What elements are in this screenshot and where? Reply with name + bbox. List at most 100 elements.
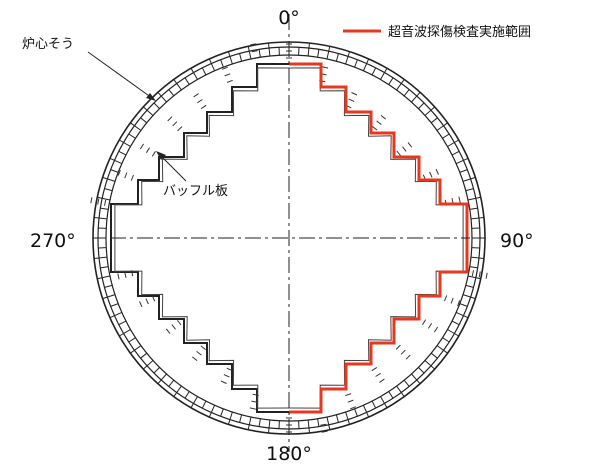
- barrel-tick: [418, 103, 424, 109]
- former-plate-mark: [376, 373, 381, 376]
- former-plate-mark: [105, 200, 106, 206]
- barrel-tick: [141, 353, 147, 358]
- barrel-tick: [185, 78, 189, 85]
- angle-label-top: 0°: [278, 7, 300, 29]
- barrel-tick: [269, 43, 270, 56]
- barrel-tick: [259, 419, 260, 427]
- former-plate-mark: [345, 394, 351, 396]
- barrel-tick: [105, 189, 113, 191]
- former-plate-mark: [379, 379, 384, 382]
- former-plate-mark: [401, 350, 405, 354]
- barrel-tick: [460, 304, 468, 307]
- former-plate-mark: [459, 197, 460, 203]
- barrel-tick: [463, 177, 475, 181]
- barrel-tick: [154, 367, 160, 373]
- barrel-tick: [318, 49, 319, 57]
- barrel-tick: [336, 54, 338, 62]
- former-plate-mark: [172, 325, 176, 330]
- barrel-tick: [466, 285, 474, 287]
- barrel-tick: [363, 59, 368, 71]
- former-plate-mark: [436, 169, 439, 175]
- barrel-tick: [209, 405, 214, 417]
- core-barrel-leader-line: [88, 52, 152, 98]
- barrel-tick: [346, 52, 350, 64]
- former-plate-mark: [192, 357, 197, 361]
- former-plate-mark: [197, 100, 202, 103]
- former-plate-mark: [445, 295, 447, 301]
- barrel-tick: [100, 267, 108, 268]
- barrel-tick: [248, 417, 251, 430]
- barrel-tick: [443, 134, 450, 138]
- barrel-tick: [431, 118, 437, 123]
- barrel-tick: [468, 276, 481, 279]
- angle-label-bottom: 180°: [266, 443, 312, 465]
- former-plate-mark: [221, 381, 227, 384]
- barrel-tick: [169, 90, 174, 96]
- former-plate-mark: [118, 274, 119, 280]
- former-plate-mark: [224, 375, 230, 378]
- former-plate-mark: [319, 417, 325, 418]
- former-plate-mark: [486, 273, 487, 279]
- barrel-tick: [94, 257, 107, 258]
- barrel-tick: [346, 412, 350, 424]
- barrel-tick: [100, 208, 108, 209]
- angle-label-left: 270°: [30, 230, 76, 252]
- former-plate-mark: [98, 199, 99, 205]
- former-plate-mark: [372, 126, 377, 130]
- former-plate-mark: [253, 58, 259, 59]
- barrel-tick: [141, 118, 147, 123]
- legend-label: 超音波探傷検査実施範囲: [388, 24, 531, 40]
- barrel-tick: [460, 170, 468, 173]
- barrel-tick: [97, 276, 110, 279]
- barrel-tick: [221, 409, 224, 417]
- former-plate-mark: [451, 298, 453, 304]
- barrel-tick: [103, 177, 115, 181]
- barrel-tick: [105, 285, 113, 287]
- former-plate-mark: [178, 127, 182, 131]
- barrel-tick: [431, 353, 437, 358]
- barrel-tick: [169, 380, 174, 386]
- barrel-tick: [456, 158, 468, 163]
- former-plate-mark: [348, 400, 354, 402]
- former-plate-mark: [428, 323, 431, 328]
- barrel-tick: [404, 380, 409, 386]
- former-plate-mark: [125, 173, 127, 179]
- barrel-tick: [228, 412, 232, 424]
- barrel-tick: [327, 417, 330, 430]
- baffle-plate-label: バッフル板: [163, 184, 228, 199]
- former-plate-mark: [197, 351, 202, 355]
- former-plate-mark: [322, 67, 328, 68]
- barrel-tick: [470, 267, 478, 268]
- former-plate-mark: [173, 122, 177, 126]
- barrel-tick: [372, 68, 376, 75]
- barrel-tick: [103, 295, 115, 299]
- barrel-tick: [221, 60, 224, 67]
- barrel-tick: [129, 338, 136, 342]
- barrel-tick: [471, 218, 484, 219]
- former-plate-mark: [140, 144, 143, 149]
- barrel-tick: [259, 49, 260, 57]
- former-plate-mark: [201, 105, 206, 108]
- barrel-tick: [389, 392, 393, 399]
- former-plate-mark: [152, 151, 155, 156]
- former-plate-mark: [140, 301, 143, 307]
- barrel-tick: [466, 189, 474, 191]
- former-plate-mark: [225, 74, 231, 76]
- barrel-tick: [209, 59, 214, 71]
- former-plate-mark: [406, 355, 410, 359]
- former-plate-mark: [430, 172, 433, 177]
- former-plate-mark: [146, 148, 149, 153]
- former-plate-mark: [352, 93, 358, 96]
- former-plate-mark: [372, 367, 377, 370]
- former-plate-mark: [397, 151, 401, 156]
- barrel-tick: [110, 312, 122, 317]
- barrel-tick: [355, 409, 358, 417]
- former-plate-mark: [472, 270, 473, 276]
- former-plate-mark: [349, 99, 355, 102]
- barrel-tick: [248, 46, 251, 59]
- former-plate-mark: [479, 272, 480, 278]
- angle-label-right: 90°: [500, 230, 534, 252]
- former-plate-mark: [201, 346, 206, 350]
- former-plate-mark: [168, 117, 172, 121]
